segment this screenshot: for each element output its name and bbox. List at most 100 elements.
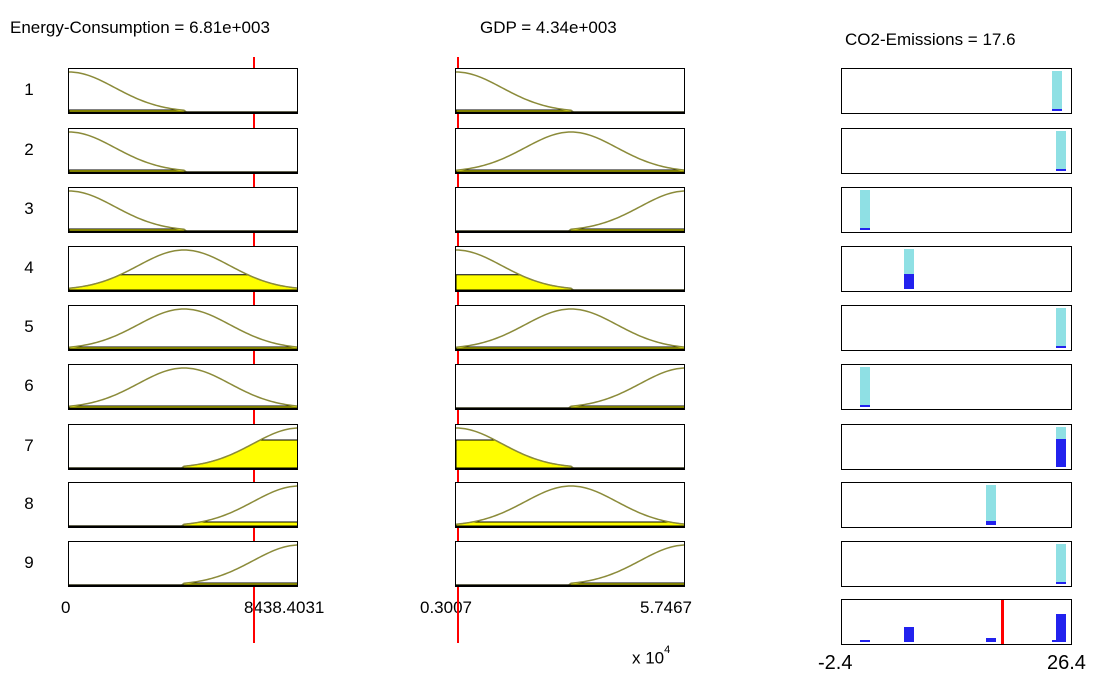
mf-curve — [456, 190, 684, 232]
co2-singleton-activation — [1051, 109, 1062, 111]
energy-mf-rule-1 — [68, 68, 298, 114]
gdp-axis-exponent-base: x 10 — [632, 648, 665, 668]
energy-mf-rule-7-plot — [69, 427, 297, 469]
co2-output-rule-4 — [841, 246, 1072, 292]
gdp-mf-rule-2-plot — [456, 131, 684, 173]
energy-mf-rule-9 — [68, 541, 298, 587]
mf-curve — [456, 367, 684, 409]
gdp-mf-rule-9 — [455, 541, 685, 587]
rule-number-9: 9 — [24, 553, 34, 572]
aggregate-bar — [903, 626, 914, 642]
mf-curve — [69, 308, 297, 348]
mf-curve — [69, 485, 297, 527]
energy-mf-rule-5-plot — [69, 308, 297, 350]
rule-number-3: 3 — [24, 199, 34, 218]
gdp-mf-rule-4-plot — [456, 249, 684, 291]
mf-curve — [69, 131, 297, 173]
gdp-mf-rule-5 — [455, 305, 685, 351]
gdp-mf-rule-5-plot — [456, 308, 684, 350]
mf-curve — [69, 367, 297, 407]
rule-number-2: 2 — [24, 140, 34, 159]
energy-mf-rule-8 — [68, 482, 298, 528]
co2-singleton-bar — [1051, 71, 1062, 111]
gdp-mf-rule-3-plot — [456, 190, 684, 232]
mf-curve — [69, 71, 297, 113]
energy-mf-rule-1-plot — [69, 71, 297, 113]
energy-header: Energy-Consumption = 6.81e+003 — [10, 18, 270, 37]
energy-mf-rule-3-plot — [69, 190, 297, 232]
gdp-mf-rule-9-plot — [456, 544, 684, 586]
mf-curve — [456, 485, 684, 525]
co2-singleton-activation — [986, 521, 997, 525]
gdp-mf-rule-6-plot — [456, 367, 684, 409]
aggregate-bar — [1055, 614, 1066, 642]
co2-singleton-bar — [1055, 131, 1066, 171]
gdp-mf-rule-7-plot — [456, 427, 684, 469]
co2-singleton-activation — [1055, 439, 1066, 467]
co2-singleton-bar — [860, 367, 871, 407]
gdp-mf-rule-1 — [455, 68, 685, 114]
gdp-axis-min: 0.3007 — [420, 598, 472, 617]
mf-fill-area — [69, 274, 297, 291]
energy-mf-rule-2 — [68, 128, 298, 174]
energy-mf-rule-4-plot — [69, 249, 297, 291]
co2-singleton-activation — [1055, 582, 1066, 584]
gdp-mf-rule-8-plot — [456, 485, 684, 527]
rule-number-8: 8 — [24, 494, 34, 513]
gdp-mf-rule-3 — [455, 187, 685, 233]
gdp-axis-exponent: x 104 — [632, 644, 670, 669]
co2-axis-min: -2.4 — [818, 652, 853, 674]
rule-number-4: 4 — [24, 258, 34, 277]
co2-output-marker — [1000, 600, 1004, 644]
energy-axis-max: 8438.4031 — [244, 598, 325, 617]
mf-curve — [69, 190, 297, 232]
rule-number-7: 7 — [24, 436, 34, 455]
co2-output-rule-8 — [841, 482, 1072, 528]
mf-fill-area — [456, 439, 684, 469]
aggregate-bar — [986, 638, 997, 642]
gdp-axis-exponent-power: 4 — [664, 644, 671, 656]
gdp-mf-rule-1-plot — [456, 71, 684, 113]
co2-header: CO2-Emissions = 17.6 — [845, 30, 1016, 49]
rule-number-6: 6 — [24, 376, 34, 395]
gdp-mf-rule-8 — [455, 482, 685, 528]
co2-singleton-activation — [860, 228, 871, 230]
co2-aggregate-output — [841, 599, 1072, 645]
energy-mf-rule-6 — [68, 364, 298, 410]
energy-mf-rule-4 — [68, 246, 298, 292]
energy-mf-rule-7 — [68, 424, 298, 470]
co2-singleton-bar — [860, 190, 871, 230]
energy-mf-rule-5 — [68, 305, 298, 351]
co2-singleton-activation — [903, 273, 914, 289]
co2-output-rule-9 — [841, 541, 1072, 587]
gdp-header: GDP = 4.34e+003 — [480, 18, 617, 37]
gdp-axis-max: 5.7467 — [640, 598, 692, 617]
mf-fill-area — [456, 521, 684, 527]
co2-output-rule-6 — [841, 364, 1072, 410]
energy-axis-min: 0 — [61, 598, 71, 617]
gdp-mf-rule-4 — [455, 246, 685, 292]
mf-fill-area — [69, 439, 297, 469]
co2-axis-max: 26.4 — [1047, 652, 1086, 674]
co2-singleton-activation — [1055, 346, 1066, 348]
mf-curve — [456, 131, 684, 171]
co2-output-rule-2 — [841, 128, 1072, 174]
co2-output-rule-5 — [841, 305, 1072, 351]
gdp-mf-rule-6 — [455, 364, 685, 410]
gdp-mf-rule-2 — [455, 128, 685, 174]
co2-singleton-activation — [860, 405, 871, 407]
gdp-mf-rule-7 — [455, 424, 685, 470]
mf-curve — [456, 308, 684, 348]
aggregate-bar — [860, 640, 871, 642]
co2-singleton-bar — [986, 485, 997, 525]
mf-curve — [456, 544, 684, 586]
energy-mf-rule-6-plot — [69, 367, 297, 409]
co2-output-rule-3 — [841, 187, 1072, 233]
energy-mf-rule-9-plot — [69, 544, 297, 586]
co2-singleton-activation — [1055, 169, 1066, 171]
energy-mf-rule-2-plot — [69, 131, 297, 173]
mf-curve — [456, 71, 684, 113]
co2-singleton-bar — [1055, 544, 1066, 584]
co2-output-rule-1 — [841, 68, 1072, 114]
